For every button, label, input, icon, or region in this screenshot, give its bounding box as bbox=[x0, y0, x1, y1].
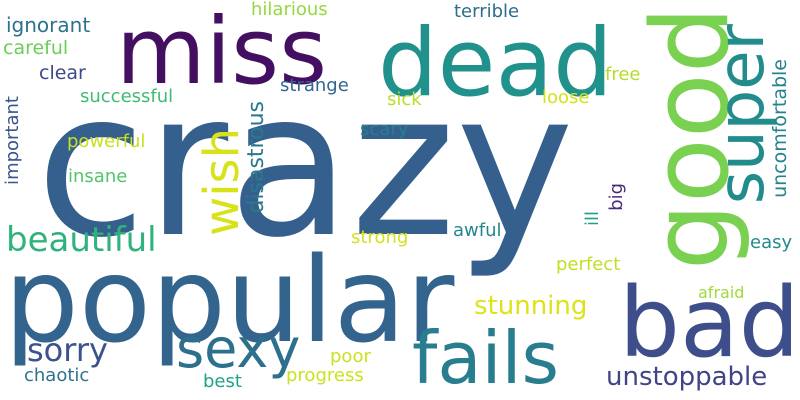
word-hilarious: hilarious bbox=[251, 0, 328, 20]
word-sorry: sorry bbox=[27, 331, 108, 369]
word-scary: scary bbox=[360, 119, 409, 140]
word-easy: easy bbox=[750, 232, 793, 253]
word-sexy: sexy bbox=[176, 317, 301, 380]
word-unstoppable: unstoppable bbox=[606, 362, 768, 392]
word-crazy: crazy bbox=[36, 49, 575, 282]
word-important: important bbox=[2, 96, 23, 185]
word-terrible: terrible bbox=[454, 1, 520, 22]
word-progress: progress bbox=[286, 365, 364, 386]
word-free: free bbox=[605, 64, 641, 85]
word-bad: bad bbox=[619, 267, 800, 379]
word-sick: sick bbox=[387, 89, 422, 110]
word-afraid: afraid bbox=[698, 283, 745, 302]
word-careful: careful bbox=[3, 37, 69, 59]
word-ill: ill bbox=[582, 211, 603, 227]
word-strange: strange bbox=[280, 75, 349, 96]
word-wish: wish bbox=[194, 128, 250, 237]
word-awful: awful bbox=[453, 220, 502, 241]
word-best: best bbox=[203, 371, 242, 392]
word-perfect: perfect bbox=[556, 254, 621, 275]
word-popular: popular bbox=[4, 231, 455, 369]
word-super: super bbox=[705, 24, 779, 205]
word-stunning: stunning bbox=[474, 291, 588, 321]
word-clear: clear bbox=[39, 62, 86, 84]
word-uncomfortable: uncomfortable bbox=[769, 59, 791, 198]
word-loose: loose bbox=[542, 87, 590, 108]
word-fails: fails bbox=[412, 316, 559, 400]
word-beautiful: beautiful bbox=[6, 220, 157, 260]
word-chaotic: chaotic bbox=[24, 365, 90, 386]
word-successful: successful bbox=[80, 86, 174, 107]
word-strong: strong bbox=[351, 227, 409, 248]
word-miss: miss bbox=[116, 0, 328, 105]
word-powerful: powerful bbox=[67, 131, 146, 152]
word-big: big bbox=[606, 183, 627, 211]
word-ignorant: ignorant bbox=[6, 13, 91, 37]
word-insane: insane bbox=[68, 166, 128, 187]
word-disastrous: disastrous bbox=[244, 101, 269, 214]
word-dead: dead bbox=[378, 9, 613, 118]
word-poor: poor bbox=[330, 346, 371, 367]
